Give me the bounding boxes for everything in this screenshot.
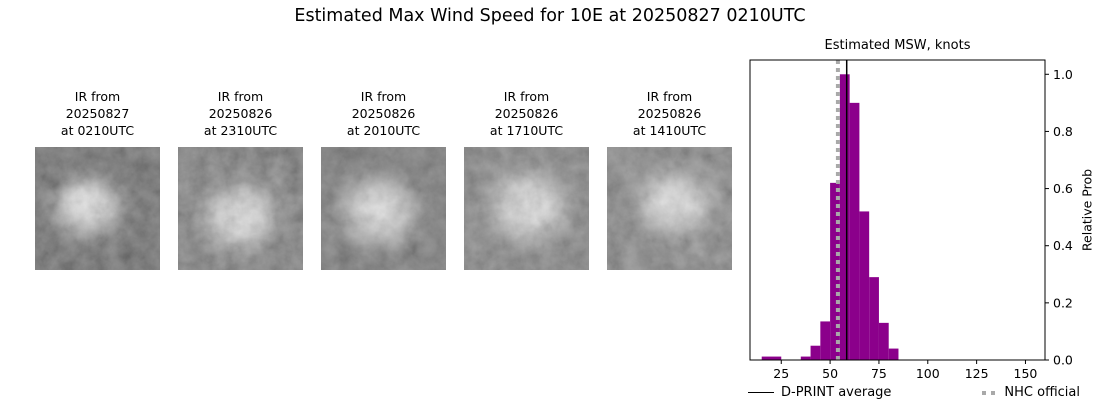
ir-satellite-image [464, 147, 589, 270]
ir-caption-line: at 2310UTC [203, 123, 278, 138]
ir-panel: IR from 20250826 at 2010UTC [321, 88, 446, 270]
ir-caption: IR from 20250826 at 2310UTC [178, 88, 303, 139]
plot-area [750, 60, 1045, 360]
y-tick-label: 1.0 [1053, 67, 1073, 82]
x-tick-label: 50 [822, 366, 838, 381]
ir-caption-line: 20250827 [65, 106, 130, 121]
y-tick-label: 0.0 [1053, 353, 1073, 368]
ir-caption-line: 20250826 [494, 106, 559, 121]
ir-caption-line: IR from [360, 89, 407, 104]
nhc-dotted-sample-icon [982, 390, 998, 395]
ir-caption-line: IR from [503, 89, 550, 104]
histogram-bar [820, 321, 831, 360]
ir-satellite-image [607, 147, 732, 270]
y-tick-label: 0.4 [1053, 238, 1073, 253]
histogram-bar [849, 102, 860, 360]
ir-caption-line: IR from [646, 89, 693, 104]
legend-label-nhc: NHC official [1004, 385, 1080, 400]
ir-caption-line: at 1710UTC [489, 123, 564, 138]
ir-caption: IR from 20250827 at 0210UTC [35, 88, 160, 139]
y-axis-label: Relative Prob [1079, 168, 1095, 252]
ir-caption-line: 20250826 [351, 106, 416, 121]
y-tick-label: 0.6 [1053, 181, 1073, 196]
chart-legend: D-PRINT average NHC official [748, 385, 1080, 400]
histogram-bar [761, 356, 782, 360]
x-tick-label: 25 [773, 366, 789, 381]
ir-caption-line: at 2010UTC [346, 123, 421, 138]
figure-title: Estimated Max Wind Speed for 10E at 2025… [294, 6, 806, 26]
histogram-bar [830, 182, 840, 360]
histogram-bar [839, 74, 850, 361]
legend-item-nhc: NHC official [982, 385, 1080, 400]
msw-histogram: 25 50 75 100 125 150 0.0 0.2 0.4 0.6 0.8 1.0 [749, 59, 1073, 381]
ir-satellite-image [321, 147, 446, 270]
ir-satellite-image [35, 147, 160, 270]
legend-item-dprint: D-PRINT average [748, 385, 891, 400]
x-tick-label: 125 [965, 366, 989, 381]
histogram-bar [869, 277, 879, 360]
ir-caption: IR from 20250826 at 1710UTC [464, 88, 589, 139]
plot-border [749, 59, 1046, 361]
histogram-bar [810, 345, 821, 360]
ir-caption-line: 20250826 [208, 106, 273, 121]
dprint-line-sample-icon [748, 392, 774, 393]
ir-panel: IR from 20250827 at 0210UTC [35, 88, 160, 270]
ir-caption-line: IR from [74, 89, 121, 104]
ir-panel: IR from 20250826 at 1710UTC [464, 88, 589, 270]
x-tick-label: 100 [916, 366, 940, 381]
ir-caption-line: at 1410UTC [632, 123, 707, 138]
ir-satellite-image [178, 147, 303, 270]
ir-caption: IR from 20250826 at 1410UTC [607, 88, 732, 139]
ir-panel: IR from 20250826 at 1410UTC [607, 88, 732, 270]
histogram-bar [800, 356, 811, 360]
histogram-bar [888, 348, 899, 360]
ir-caption-line: at 0210UTC [60, 123, 135, 138]
legend-label-dprint: D-PRINT average [781, 385, 892, 400]
ir-caption: IR from 20250826 at 2010UTC [321, 88, 446, 139]
ir-caption-line: IR from [217, 89, 264, 104]
x-tick-label: 75 [871, 366, 887, 381]
y-tick-label: 0.2 [1053, 295, 1073, 310]
x-tick-label: 150 [1014, 366, 1038, 381]
chart-title: Estimated MSW, knots [824, 38, 971, 53]
ir-caption-line: 20250826 [637, 106, 702, 121]
histogram-bar [878, 322, 889, 360]
y-tick-label: 0.8 [1053, 124, 1073, 139]
ir-panel: IR from 20250826 at 2310UTC [178, 88, 303, 270]
histogram-bar [859, 211, 870, 360]
